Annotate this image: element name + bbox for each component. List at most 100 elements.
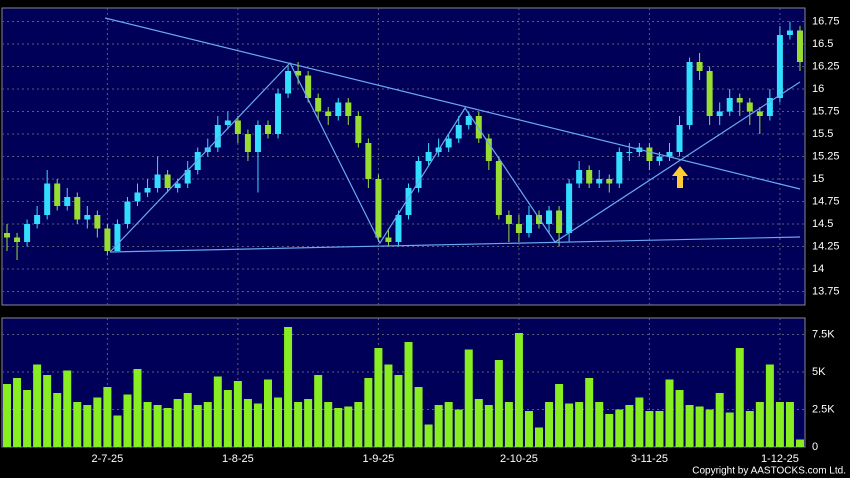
candle-body (4, 233, 11, 238)
candle-body (174, 183, 181, 188)
volume-bar (785, 402, 794, 447)
candle-body (656, 156, 663, 161)
volume-bar (545, 402, 554, 447)
candle-body (104, 228, 111, 251)
volume-bar (424, 424, 433, 447)
candle-body (275, 93, 282, 134)
volume-bar (113, 415, 122, 447)
volume-panel (1, 317, 806, 448)
volume-bar (715, 393, 724, 447)
volume-bar (53, 393, 62, 447)
volume-bar (514, 333, 523, 447)
marks-layer (3, 21, 804, 447)
candle-body (74, 197, 81, 220)
y-tick-label: 14.75 (812, 195, 840, 207)
volume-bar (675, 390, 684, 447)
volume-bar (394, 375, 403, 447)
candle-body (505, 215, 512, 224)
y-tick-label: 15.5 (812, 128, 833, 140)
volume-bar (775, 402, 784, 447)
volume-bar (725, 412, 734, 447)
y-tick-label: 14.5 (812, 218, 833, 230)
volume-bar (203, 402, 212, 447)
candle-body (124, 201, 131, 224)
volume-bar (253, 403, 262, 447)
candle-body (616, 152, 623, 184)
candle-body (485, 138, 492, 161)
candle-body (425, 152, 432, 161)
y-tick-label: 16.75 (812, 15, 840, 27)
volume-bar (334, 408, 343, 447)
trendlines (104, 17, 801, 253)
candle-body (34, 215, 41, 224)
candle-body (355, 116, 362, 143)
volume-bar (484, 405, 493, 447)
volume-bar (625, 405, 634, 447)
volume-bar (274, 397, 283, 447)
y-tick-label: 7.5K (812, 328, 835, 340)
candle-body (626, 152, 633, 153)
volume-bar (685, 405, 694, 447)
volume-bar (755, 402, 764, 447)
volume-bar (765, 364, 774, 447)
volume-bar (454, 409, 463, 447)
volume-bar (645, 411, 654, 447)
volume-bar (655, 411, 664, 447)
candle-body (566, 183, 573, 233)
x-tick-label: 3-11-25 (631, 453, 668, 465)
y-tick-label: 14.25 (812, 240, 840, 252)
volume-bar (263, 379, 272, 447)
candle-body (395, 215, 402, 242)
volume-bar (595, 402, 604, 447)
candle-body (686, 62, 693, 125)
candle-body (244, 134, 251, 152)
candle-body (676, 125, 683, 152)
volume-bar (324, 402, 333, 447)
copyright: Copyright by AASTOCKS.com Ltd. (692, 466, 846, 477)
volume-bar (565, 403, 574, 447)
candle-body (94, 215, 101, 229)
volume-bar (93, 397, 102, 447)
volume-bar (384, 364, 393, 447)
volume-bar (213, 376, 222, 447)
candle-body (525, 215, 532, 233)
volume-bar (23, 390, 32, 447)
volume-bar (555, 384, 564, 447)
candle-body (746, 102, 753, 112)
candle-body (305, 75, 312, 98)
volume-bar (615, 409, 624, 447)
volume-bar (193, 405, 202, 447)
trendline (109, 236, 801, 253)
candle-body (475, 116, 482, 139)
y-tick-label: 16.25 (812, 60, 840, 72)
candle-body (375, 179, 382, 238)
candle-body (335, 102, 342, 116)
volume-bar (284, 327, 293, 447)
candle-body (736, 98, 743, 103)
x-tick-label: 1-12-25 (761, 453, 799, 465)
y-tick-label: 14 (812, 263, 824, 275)
volume-bar (33, 364, 42, 447)
volume-bar (314, 375, 323, 447)
volume-bar (103, 387, 112, 447)
volume-bar (354, 402, 363, 447)
candle-body (646, 147, 653, 161)
volume-bar (3, 384, 12, 447)
volume-bar (605, 414, 614, 447)
y-tick-label: 2.5K (812, 403, 835, 415)
candle-body (455, 125, 462, 139)
volume-bar (304, 399, 313, 447)
candle-body (666, 152, 673, 157)
y-tick-label: 15.75 (812, 105, 840, 117)
trendline (104, 17, 801, 190)
volume-bar (795, 439, 804, 447)
volume-bar (434, 405, 443, 447)
volume-bar (73, 402, 82, 447)
volume-bar (344, 406, 353, 447)
volume-bar (143, 402, 152, 447)
candle-body (194, 152, 201, 170)
candle-body (756, 111, 763, 116)
candle-body (706, 71, 713, 116)
y-tick-label: 16 (812, 83, 824, 95)
volume-bar (83, 405, 92, 447)
